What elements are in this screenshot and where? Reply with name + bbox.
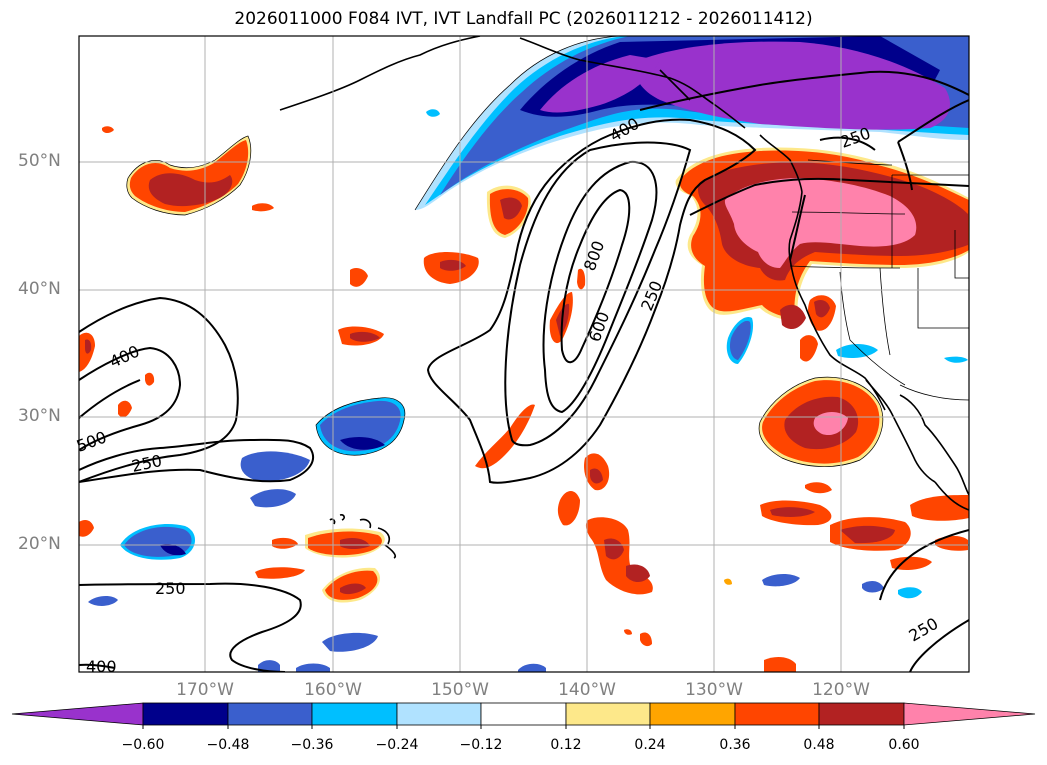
colorbar-ticks (142, 725, 905, 729)
colorbar-tick-label: −0.12 (459, 737, 503, 753)
shading-outlines (126, 36, 884, 467)
ivt-contours (79, 70, 969, 672)
colorbar-tick-label: −0.36 (290, 737, 334, 753)
colorbar-tick-label: 0.48 (803, 737, 835, 753)
colorbar-segment (396, 702, 482, 726)
colorbar-tick-label: −0.24 (375, 737, 419, 753)
map-frame (78, 35, 970, 673)
lon-label: 170°W (176, 680, 234, 700)
colorbar-tick-label: −0.60 (121, 737, 165, 753)
coastlines (279, 36, 969, 559)
contour-label: 400 (107, 341, 143, 371)
colorbar-extend-max (903, 702, 1036, 726)
colorbar-segment (227, 702, 313, 726)
colorbar-segment (480, 702, 567, 726)
contour-label: 600 (585, 309, 613, 344)
contour-800 (560, 188, 631, 364)
lon-label: 160°W (304, 680, 362, 700)
colorbar-tick-label: 0.60 (888, 737, 920, 753)
lon-label: 140°W (558, 680, 616, 700)
contour-label: 250 (130, 451, 164, 476)
lat-label: 40°N (18, 279, 61, 299)
negative-pc-shading (88, 36, 969, 672)
contour-label: 250 (906, 614, 942, 646)
colorbar-segment (649, 702, 736, 726)
map-area (79, 36, 969, 672)
colorbar-segment (311, 702, 398, 726)
lon-label: 120°W (812, 680, 870, 700)
contour-250-center (426, 118, 757, 484)
colorbar-tick-label: 0.12 (550, 737, 582, 753)
positive-pc-shading (79, 126, 969, 672)
colorbar-tick-label: 0.36 (719, 737, 751, 753)
lon-label: 150°W (431, 680, 489, 700)
contour-label: 250 (155, 579, 186, 598)
lat-label: 20°N (18, 534, 61, 554)
contour-label: 800 (580, 238, 608, 273)
lat-label: 30°N (18, 406, 61, 426)
colorbar-tick-label: 0.24 (634, 737, 666, 753)
lat-label: 50°N (18, 151, 61, 171)
graticule (79, 36, 969, 672)
contour-400-center (504, 141, 692, 447)
contour-label: 400 (86, 657, 117, 676)
state-borders (789, 159, 969, 401)
colorbar (11, 702, 1036, 726)
map-title: 2026011000 F084 IVT, IVT Landfall PC (20… (234, 9, 813, 29)
colorbar-segment (818, 702, 905, 726)
colorbar-segment (734, 702, 820, 726)
colorbar-extend-min (11, 702, 144, 726)
colorbar-segment (142, 702, 229, 726)
colorbar-tick-label: −0.48 (206, 737, 250, 753)
lon-label: 130°W (685, 680, 743, 700)
colorbar-segment (565, 702, 651, 726)
contour-600 (542, 160, 658, 414)
